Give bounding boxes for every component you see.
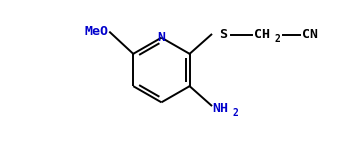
Text: N: N bbox=[157, 31, 165, 44]
Text: 2: 2 bbox=[232, 108, 238, 118]
Text: CN: CN bbox=[302, 28, 318, 41]
Text: CH: CH bbox=[254, 28, 270, 41]
Text: NH: NH bbox=[213, 102, 229, 115]
Text: 2: 2 bbox=[275, 34, 281, 44]
Text: MeO: MeO bbox=[85, 25, 109, 38]
Text: S: S bbox=[219, 28, 227, 41]
